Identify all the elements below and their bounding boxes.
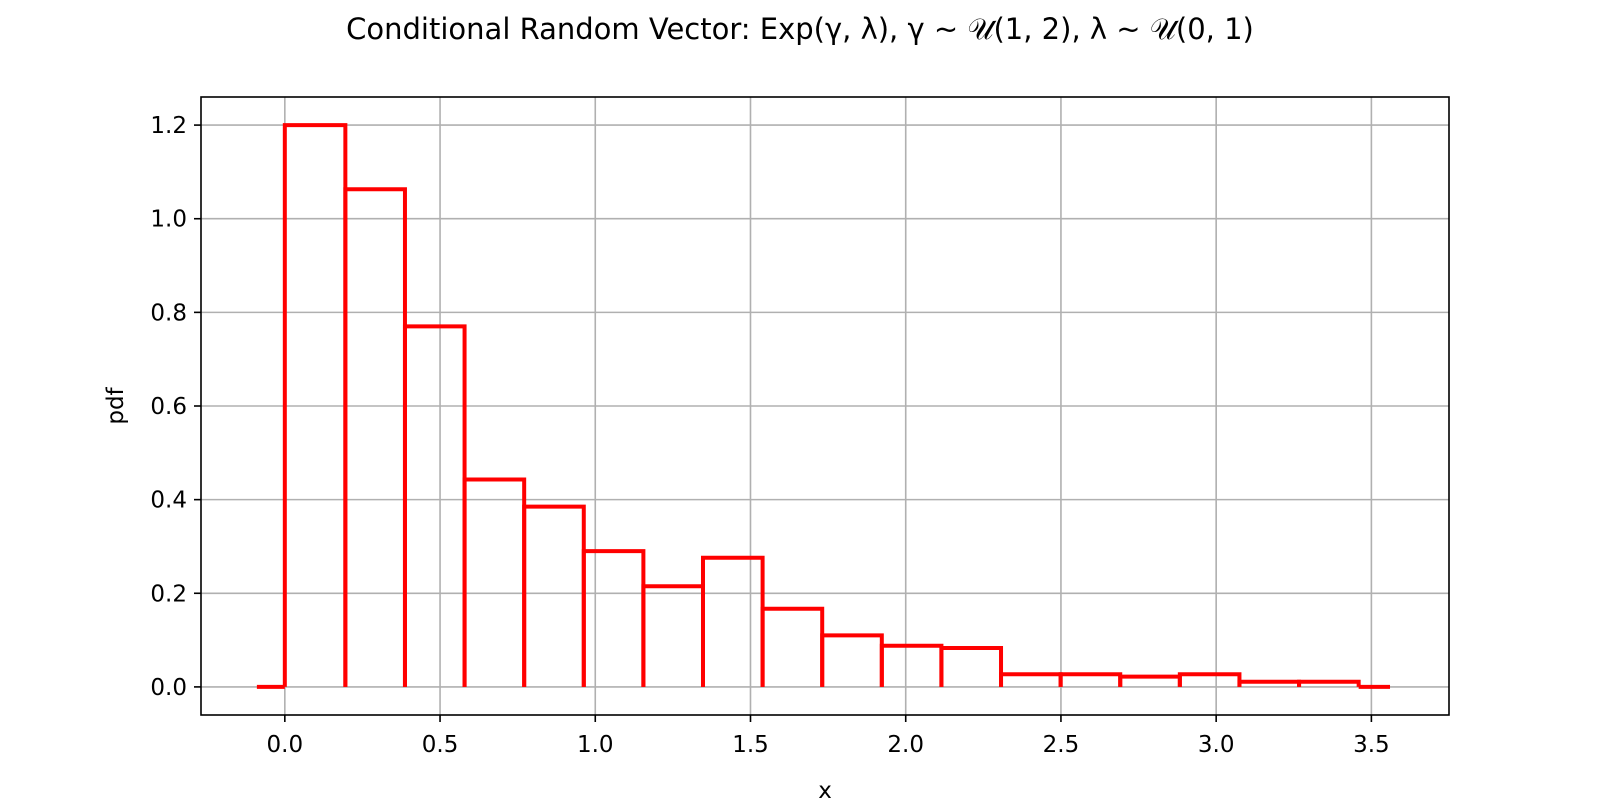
histogram-bar <box>641 584 705 687</box>
histogram-bar <box>1118 674 1182 687</box>
x-tick-label: 1.5 <box>732 732 769 758</box>
y-tick-label: 0.0 <box>150 675 187 701</box>
y-tick-label: 0.8 <box>150 300 187 326</box>
histogram-bar <box>700 555 765 687</box>
x-tick-label: 0.5 <box>422 732 459 758</box>
histogram-bar <box>820 633 884 687</box>
histogram-bar <box>402 324 467 687</box>
histogram-bar <box>462 477 527 687</box>
grid-layer <box>201 97 1449 715</box>
histogram-bar <box>760 606 825 687</box>
x-axis-label: x <box>818 778 832 800</box>
x-tick-label: 3.0 <box>1198 732 1235 758</box>
x-tick-label: 2.5 <box>1043 732 1080 758</box>
histogram-bar <box>581 549 646 687</box>
x-tick-label: 3.5 <box>1353 732 1390 758</box>
histogram-bar <box>879 643 944 687</box>
histogram-bar <box>1177 672 1242 687</box>
histogram-bar <box>522 504 586 687</box>
x-tick-label: 2.0 <box>887 732 924 758</box>
y-tick-label: 1.0 <box>150 207 187 233</box>
tick-layer: 0.0 0.5 1.0 1.5 2.0 2.5 3.0 3.5 0.0 0.2 0.4 0.6 0.8 1… <box>150 113 1389 758</box>
y-axis-label: pdf <box>103 386 129 424</box>
histogram-bar <box>1297 679 1361 687</box>
chart-title: Conditional Random Vector: Exp(γ, λ), γ … <box>346 12 1254 46</box>
histogram-bar <box>939 646 1004 687</box>
x-tick-label: 1.0 <box>577 732 614 758</box>
histogram-bar <box>1058 672 1123 687</box>
x-tick-label: 0.0 <box>267 732 304 758</box>
histogram-bar <box>999 672 1063 687</box>
series-layer <box>256 123 1391 689</box>
y-tick-label: 0.2 <box>150 581 187 607</box>
histogram-bar <box>343 187 407 687</box>
y-tick-label: 1.2 <box>150 113 187 139</box>
y-tick-label: 0.6 <box>150 394 187 420</box>
y-tick-label: 0.4 <box>150 488 187 514</box>
